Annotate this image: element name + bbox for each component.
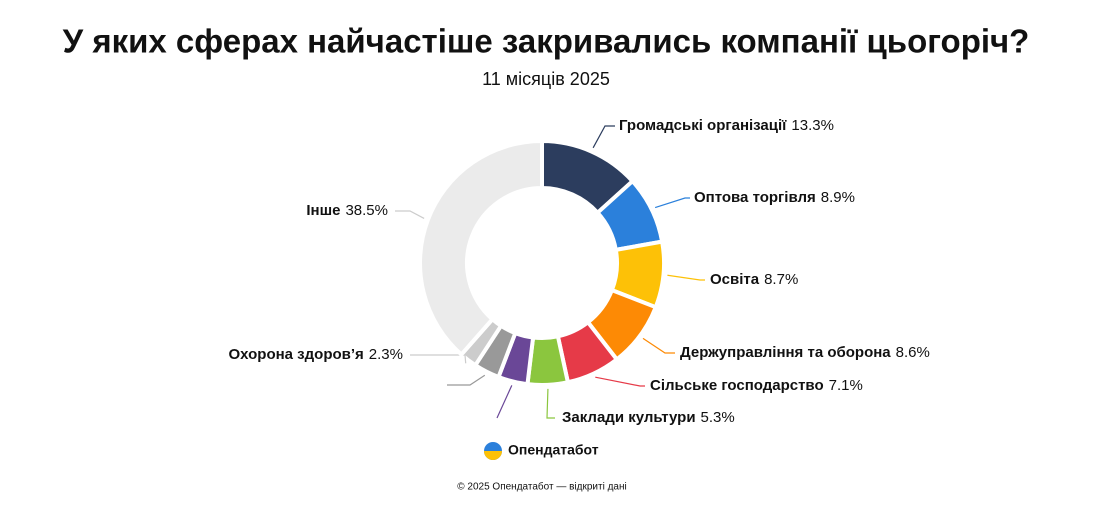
brand-logo (484, 442, 502, 460)
category-name: Охорона здоров’я (228, 346, 363, 363)
chart-title: У яких сферах найчастіше закривались ком… (63, 23, 1030, 60)
chart-subtitle: 11 місяців 2025 (482, 69, 610, 89)
slice-label: Заклади культури 5.3% (562, 409, 735, 426)
category-name: Громадські організації (619, 117, 787, 134)
slice-label: Інше 38.5% (306, 202, 388, 219)
leader-line (496, 385, 513, 419)
category-name: Освіта (710, 271, 760, 288)
leader-line (546, 388, 555, 419)
leader-line (595, 376, 645, 387)
value-label: 13.3% (791, 117, 834, 134)
value-label: 2.3% (369, 346, 403, 363)
slice-label: Держуправління та оборона 8.6% (680, 344, 930, 361)
value-label: 38.5% (345, 202, 388, 219)
value-label: 7.1% (829, 377, 863, 394)
slice-label: Сільське господарство 7.1% (650, 377, 863, 394)
leader-line (410, 354, 467, 364)
leader-line (667, 274, 705, 281)
category-name: Оптова торгівля (694, 189, 816, 206)
category-name: Заклади культури (562, 409, 696, 426)
slice-label: Оптова торгівля 8.9% (694, 189, 855, 206)
slice-label: Охорона здоров’я 2.3% (228, 346, 403, 363)
category-name: Інше (306, 202, 340, 219)
leader-line (654, 197, 690, 209)
brand-name: Опендатабот (508, 442, 599, 458)
leader-line (395, 210, 425, 219)
leader-line (592, 125, 615, 149)
category-name: Сільське господарство (650, 377, 824, 394)
leader-line (642, 337, 675, 354)
value-label: 8.9% (821, 189, 855, 206)
slice-label: Освіта 8.7% (710, 271, 798, 288)
value-label: 5.3% (701, 409, 735, 426)
value-label: 8.6% (896, 344, 930, 361)
category-name: Держуправління та оборона (680, 344, 891, 361)
donut-segment (418, 139, 544, 357)
slice-label: Громадські організації 13.3% (619, 117, 834, 134)
copyright: © 2025 Опендатабот — відкриті дані (457, 481, 626, 493)
leader-line (447, 374, 486, 386)
value-label: 8.7% (764, 271, 798, 288)
